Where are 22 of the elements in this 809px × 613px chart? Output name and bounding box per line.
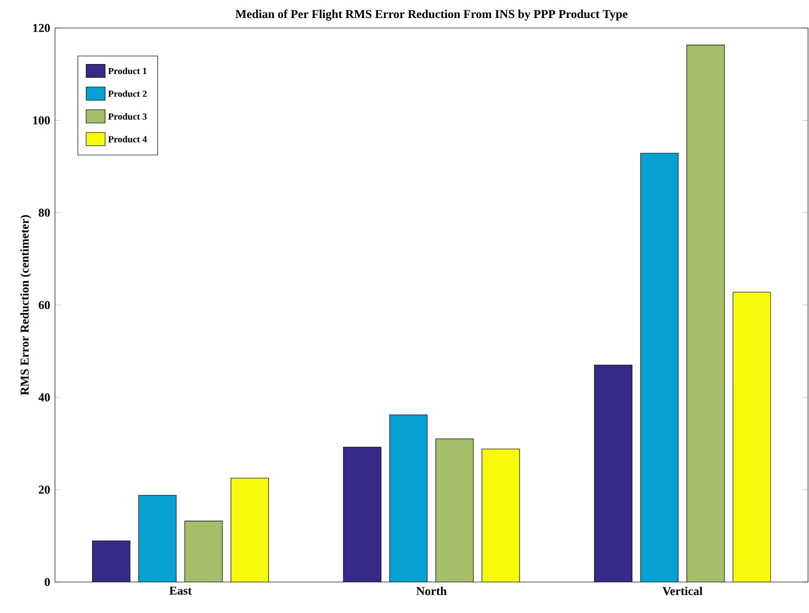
bar	[686, 44, 725, 582]
legend-label: Product 1	[108, 68, 147, 74]
y-tick-label: 60	[38, 300, 50, 310]
bar	[184, 520, 223, 582]
x-tick-label: North	[416, 586, 447, 596]
y-tick-label: 20	[38, 486, 50, 494]
x-tick-label: Vertical	[662, 586, 702, 596]
y-tick-label: 0	[44, 578, 50, 586]
legend-label: Product 2	[108, 90, 147, 97]
x-tick-label: East	[169, 586, 192, 595]
legend-label: Product 3	[108, 113, 147, 120]
y-tick-label: 80	[38, 208, 50, 217]
bar	[92, 540, 130, 582]
y-tick-label: 40	[38, 393, 50, 402]
y-axis-title: RMS Error Reduction (centimeter)	[20, 215, 32, 396]
legend-label: Product 4	[108, 136, 147, 142]
y-tick-label: 120	[33, 24, 50, 32]
chart-title: Median of Per Flight RMS Error Reduction From INS by PPP Product Type	[236, 10, 628, 21]
bar	[343, 446, 382, 582]
bar	[436, 438, 474, 582]
y-tick-label: 100	[33, 116, 50, 124]
bar	[594, 364, 632, 582]
